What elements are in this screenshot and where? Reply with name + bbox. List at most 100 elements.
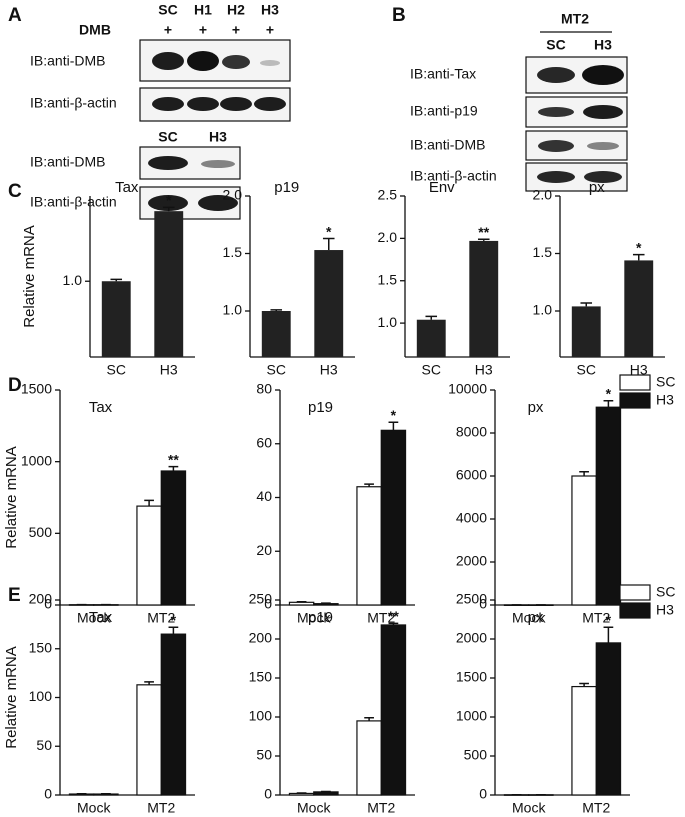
- y-tick-label: 0: [264, 786, 272, 802]
- chart-title: px: [528, 609, 544, 626]
- blot-band: [254, 97, 286, 111]
- error-bar: [364, 483, 374, 487]
- lane-label: SC: [546, 37, 565, 53]
- y-tick-label: 6000: [456, 467, 487, 483]
- y-tick-label: 1.0: [533, 302, 553, 318]
- blot-band: [220, 97, 252, 111]
- blot-band: [187, 97, 219, 111]
- bar: [571, 685, 597, 796]
- y-tick-label: 150: [29, 639, 53, 655]
- x-tick-label: MT2: [582, 610, 610, 626]
- blot-band: [538, 107, 574, 117]
- bar: [380, 429, 407, 606]
- x-tick-label: MT2: [367, 800, 395, 816]
- chart-title: Tax: [89, 609, 113, 626]
- y-tick-label: 2500: [456, 591, 487, 607]
- error-bar: [632, 253, 645, 261]
- legend-label: SC: [656, 584, 675, 600]
- y-tick-label: 0: [44, 596, 52, 612]
- bar: [136, 684, 162, 796]
- y-tick-label: 2.5: [378, 187, 398, 203]
- panel-label: D: [8, 375, 22, 396]
- error-bar: [425, 315, 438, 320]
- blot-band: [537, 67, 575, 83]
- lane-label: H3: [261, 2, 279, 18]
- blot-band: [222, 55, 250, 69]
- legend-swatch: [619, 374, 651, 391]
- bar: [101, 281, 131, 357]
- x-tick-label: Mock: [297, 610, 331, 626]
- blot-band: [187, 51, 219, 71]
- treatment-label: DMB: [79, 22, 111, 38]
- blot-band: [152, 97, 184, 111]
- error-bar: [296, 601, 307, 603]
- y-axis-label: Relative mRNA: [3, 446, 20, 549]
- blot-band: [582, 65, 624, 85]
- panel-label: B: [392, 5, 406, 26]
- y-tick-label: 2000: [456, 553, 487, 569]
- bar: [288, 601, 315, 606]
- y-tick-label: 100: [249, 708, 273, 724]
- x-tick-label: Mock: [512, 800, 546, 816]
- chart-title: p19: [308, 399, 333, 416]
- x-tick-label: Mock: [297, 800, 331, 816]
- y-tick-label: 50: [256, 747, 272, 763]
- y-axis-label: Relative mRNA: [3, 646, 20, 749]
- significance: *: [606, 385, 612, 401]
- y-tick-label: 4000: [456, 510, 487, 526]
- panel-label: E: [8, 585, 21, 606]
- y-tick-label: 150: [249, 669, 273, 685]
- y-tick-label: 2000: [456, 630, 487, 646]
- blot-band: [152, 52, 184, 70]
- y-tick-label: 1500: [21, 381, 52, 397]
- error-bar: [477, 238, 490, 241]
- y-tick-label: 1.0: [63, 272, 83, 288]
- bar: [469, 240, 499, 357]
- error-bar: [579, 470, 589, 476]
- row-label: IB:anti-β-actin: [30, 194, 117, 210]
- x-tick-label: H3: [320, 362, 338, 378]
- error-bar: [388, 421, 399, 431]
- lane-label: H1: [194, 2, 212, 18]
- significance: **: [388, 608, 399, 624]
- panel-label: A: [8, 5, 22, 26]
- row-label: IB:anti-p19: [410, 103, 478, 119]
- chart-title: px: [528, 399, 544, 416]
- blot-band: [584, 171, 622, 183]
- legend-swatch: [619, 602, 651, 619]
- y-tick-label: 0: [479, 596, 487, 612]
- bar: [356, 720, 382, 796]
- y-tick-label: 1.0: [378, 314, 398, 330]
- treatment-mark: +: [199, 22, 207, 38]
- bar: [595, 642, 622, 796]
- row-label: IB:anti-DMB: [410, 137, 485, 153]
- blot-bands: [148, 51, 624, 211]
- x-tick-label: Mock: [77, 610, 111, 626]
- y-tick-label: 250: [249, 591, 273, 607]
- y-tick-label: 40: [256, 488, 272, 504]
- x-tick-label: SC: [577, 362, 596, 378]
- x-tick-label: MT2: [582, 800, 610, 816]
- bar: [160, 470, 187, 606]
- error-bar: [364, 717, 374, 721]
- y-axis-label: Relative mRNA: [21, 225, 38, 328]
- lane-label: SC: [158, 2, 177, 18]
- panel-label: C: [8, 181, 22, 202]
- y-tick-label: 100: [29, 688, 53, 704]
- bar: [154, 211, 184, 357]
- bar: [314, 250, 344, 357]
- chart-title: p19: [274, 179, 299, 196]
- blot-band: [148, 156, 188, 170]
- y-tick-label: 0: [264, 596, 272, 612]
- bar: [571, 306, 601, 357]
- y-tick-label: 1000: [456, 708, 487, 724]
- error-bar: [168, 465, 179, 471]
- y-tick-label: 20: [256, 542, 272, 558]
- lane-label: H3: [209, 129, 227, 145]
- significance: *: [391, 407, 397, 423]
- legend-label: SC: [656, 374, 675, 390]
- error-bar: [270, 309, 283, 311]
- bar: [160, 633, 187, 796]
- error-bar: [168, 626, 179, 635]
